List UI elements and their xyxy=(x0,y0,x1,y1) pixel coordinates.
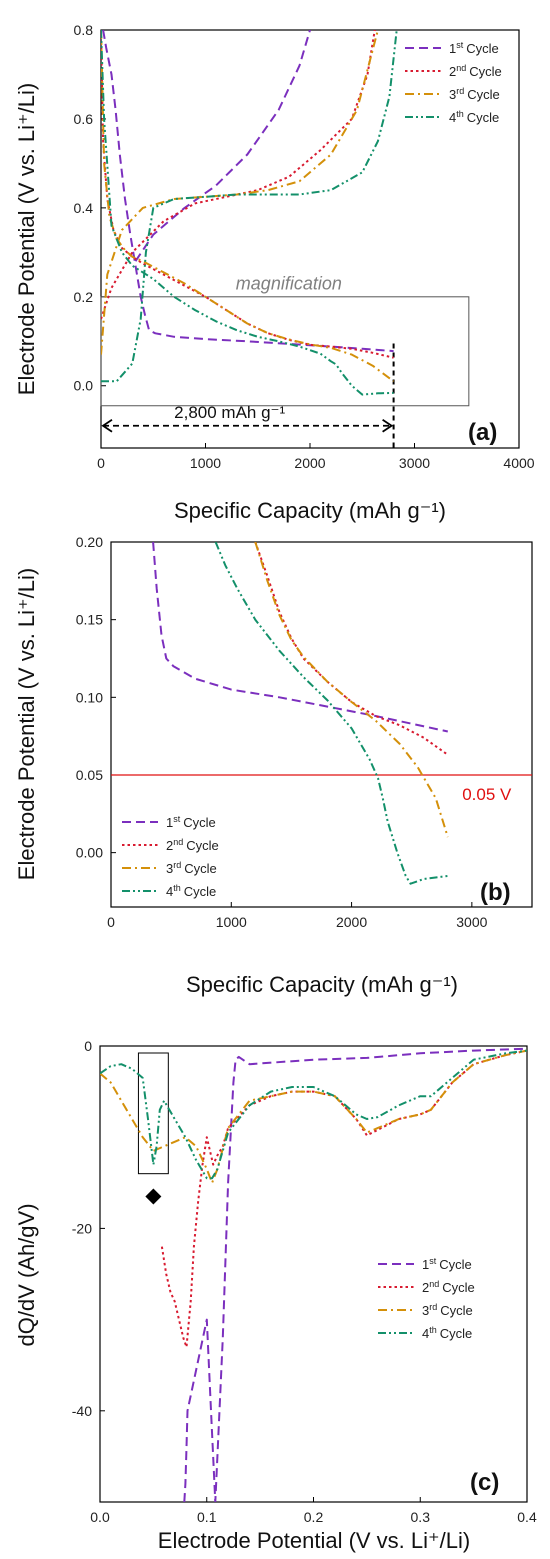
y-tick-label: 0 xyxy=(84,1038,92,1054)
series-3-line xyxy=(254,542,449,838)
series-3-charge-line xyxy=(101,30,379,355)
legend-label: 3rd Cycle xyxy=(422,1302,473,1318)
series-2-line xyxy=(101,30,394,359)
y-tick-label: 0.10 xyxy=(76,689,103,705)
x-tick-label: 0.2 xyxy=(304,1509,324,1525)
legend-label: 2nd Cycle xyxy=(449,63,502,79)
x-tick-label: 3000 xyxy=(399,455,430,471)
y-tick-label: 0.0 xyxy=(74,378,94,394)
legend-label: 4th Cycle xyxy=(449,109,499,125)
series-2-line xyxy=(254,542,449,756)
legend-label: 4th Cycle xyxy=(166,883,216,899)
series-1-charge-line xyxy=(134,30,311,262)
series-1-line xyxy=(102,30,394,353)
panel-b: 0 1000 2000 3000 0.00 0.05 0.10 0.15 0.20 0.05 … xyxy=(14,534,533,997)
x-tick-label: 2000 xyxy=(336,914,367,930)
legend-label: 4th Cycle xyxy=(422,1325,472,1341)
legend-label: 3rd Cycle xyxy=(449,86,500,102)
panel-c-label: (c) xyxy=(470,1469,499,1496)
series-1-line xyxy=(183,1047,527,1502)
series-4-line xyxy=(100,1049,527,1180)
x-tick-label: 4000 xyxy=(503,455,534,471)
x-tick-label: 0.0 xyxy=(90,1509,110,1525)
threshold-label: 0.05 V xyxy=(462,785,512,804)
y-tick-label: 0.20 xyxy=(76,534,103,550)
panel-b-label: (b) xyxy=(480,879,511,906)
x-tick-label: 2000 xyxy=(294,455,325,471)
x-tick-label: 3000 xyxy=(456,914,487,930)
series-4-line xyxy=(101,30,394,396)
series-2-charge-line xyxy=(101,30,376,320)
panel-c-xlabel: Electrode Potential (V vs. Li⁺/Li) xyxy=(158,1528,470,1553)
x-tick-label: 0.1 xyxy=(197,1509,217,1525)
arrowhead-right xyxy=(382,419,394,433)
y-tick-label: 0.15 xyxy=(76,612,103,628)
magnification-box xyxy=(100,296,470,407)
x-tick-label: 0 xyxy=(97,455,105,471)
panel-b-xlabel: Specific Capacity (mAh g⁻¹) xyxy=(186,972,458,997)
panel-b-ylabel: Electrode Potential (V vs. Li⁺/Li) xyxy=(14,568,39,880)
x-tick-label: 1000 xyxy=(190,455,221,471)
x-tick-label: 0 xyxy=(107,914,115,930)
series-3-line xyxy=(100,1049,527,1184)
x-tick-label: 0.4 xyxy=(517,1509,537,1525)
series-4-line xyxy=(214,542,448,885)
y-tick-label: -20 xyxy=(72,1220,92,1236)
legend-label: 2nd Cycle xyxy=(422,1279,475,1295)
panel-a-xlabel: Specific Capacity (mAh g⁻¹) xyxy=(174,498,446,523)
panel-a: 0 1000 2000 3000 4000 0.0 0.2 0.4 0.6 0.8 magnif… xyxy=(14,22,535,523)
legend-label: 3rd Cycle xyxy=(166,860,217,876)
series-1-line xyxy=(152,542,449,733)
y-tick-label: 0.2 xyxy=(74,289,94,305)
panel-a-ylabel: Electrode Potential (V vs. Li⁺/Li) xyxy=(14,83,39,395)
y-tick-label: 0.05 xyxy=(76,767,103,783)
peak-highlight-box xyxy=(137,1052,169,1175)
legend-label: 1st Cycle xyxy=(166,814,216,830)
panel-a-label: (a) xyxy=(468,419,497,446)
y-tick-label: 0.4 xyxy=(74,200,94,216)
panel-b-frame xyxy=(110,541,533,908)
x-tick-label: 1000 xyxy=(216,914,247,930)
y-tick-label: -40 xyxy=(72,1403,92,1419)
panel-c: 0.0 0.1 0.2 0.3 0.4 -40 -20 0 1st Cycle 2nd Cycle… xyxy=(14,1038,537,1553)
diamond-marker-icon xyxy=(145,1188,162,1205)
y-tick-label: 0.00 xyxy=(76,845,103,861)
arrowhead-left xyxy=(101,419,113,433)
magnification-label: magnification xyxy=(236,273,342,293)
legend-label: 1st Cycle xyxy=(422,1256,472,1272)
y-tick-label: 0.8 xyxy=(74,22,94,38)
legend-label: 2nd Cycle xyxy=(166,837,219,853)
panel-c-ylabel: dQ/dV (Ah/gV) xyxy=(14,1203,39,1346)
y-tick-label: 0.6 xyxy=(74,111,94,127)
series-4-charge-line xyxy=(101,30,398,383)
capacity-label: 2,800 mAh g⁻¹ xyxy=(174,403,285,422)
series-3-line xyxy=(101,30,395,383)
x-tick-label: 0.3 xyxy=(411,1509,431,1525)
panel-c-frame xyxy=(99,1045,528,1503)
legend-label: 1st Cycle xyxy=(449,40,499,56)
